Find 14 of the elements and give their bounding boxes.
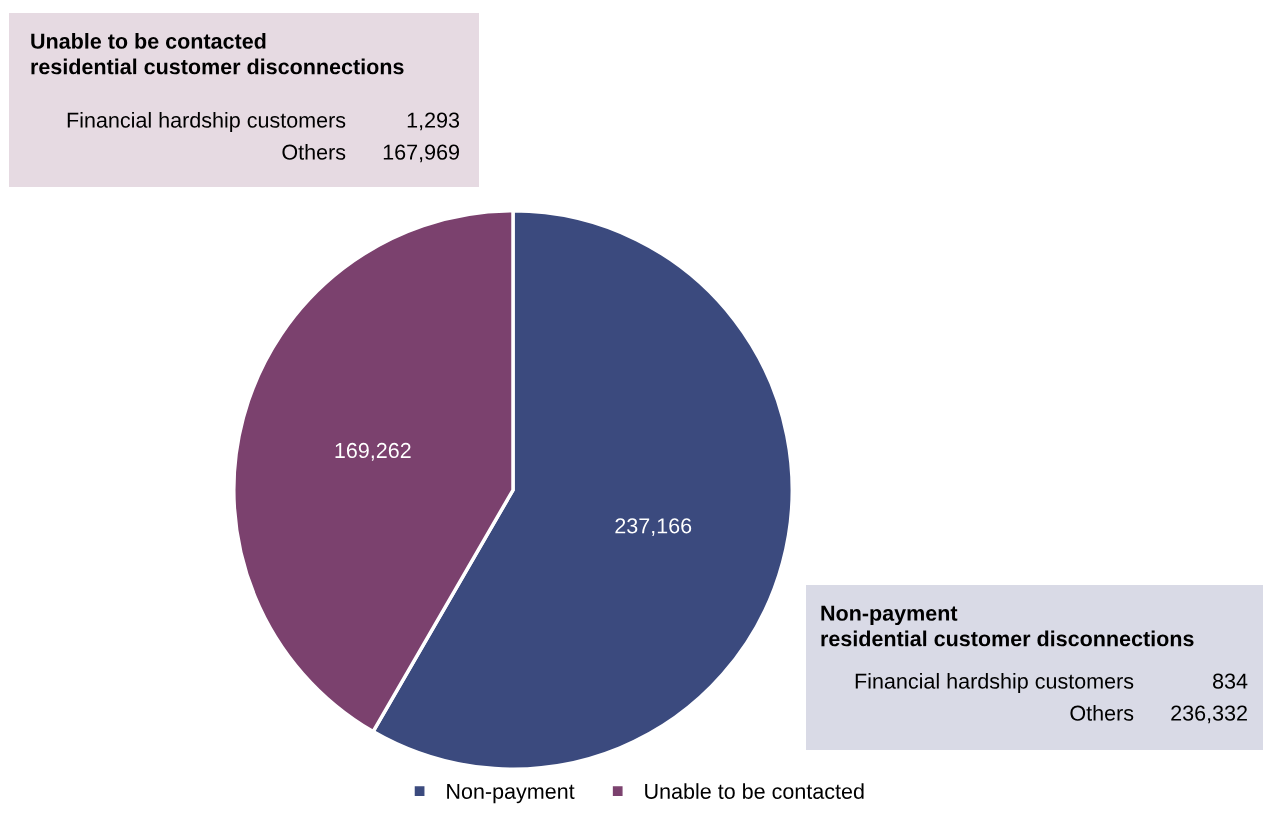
text: Financial hardship customers [67, 111, 346, 133]
data-label: 169,262 [335, 442, 411, 461]
text: 167,969 [383, 144, 459, 163]
text: Unable to be contacted residential customer disconnections [31, 33, 404, 75]
text: 236,332 [1171, 705, 1247, 724]
text: 834 [1213, 673, 1248, 689]
text: Financial hardship customers [855, 672, 1134, 694]
data-label: 237,166 [615, 518, 692, 536]
legend-label: Unable to be contacted [645, 783, 864, 799]
text: Others [1070, 704, 1134, 721]
legend-label: Non-payment [447, 783, 575, 804]
text: 1,293 [407, 112, 460, 131]
text: Others [282, 143, 346, 160]
text: Non-payment residential customer disconnections [821, 605, 1194, 647]
